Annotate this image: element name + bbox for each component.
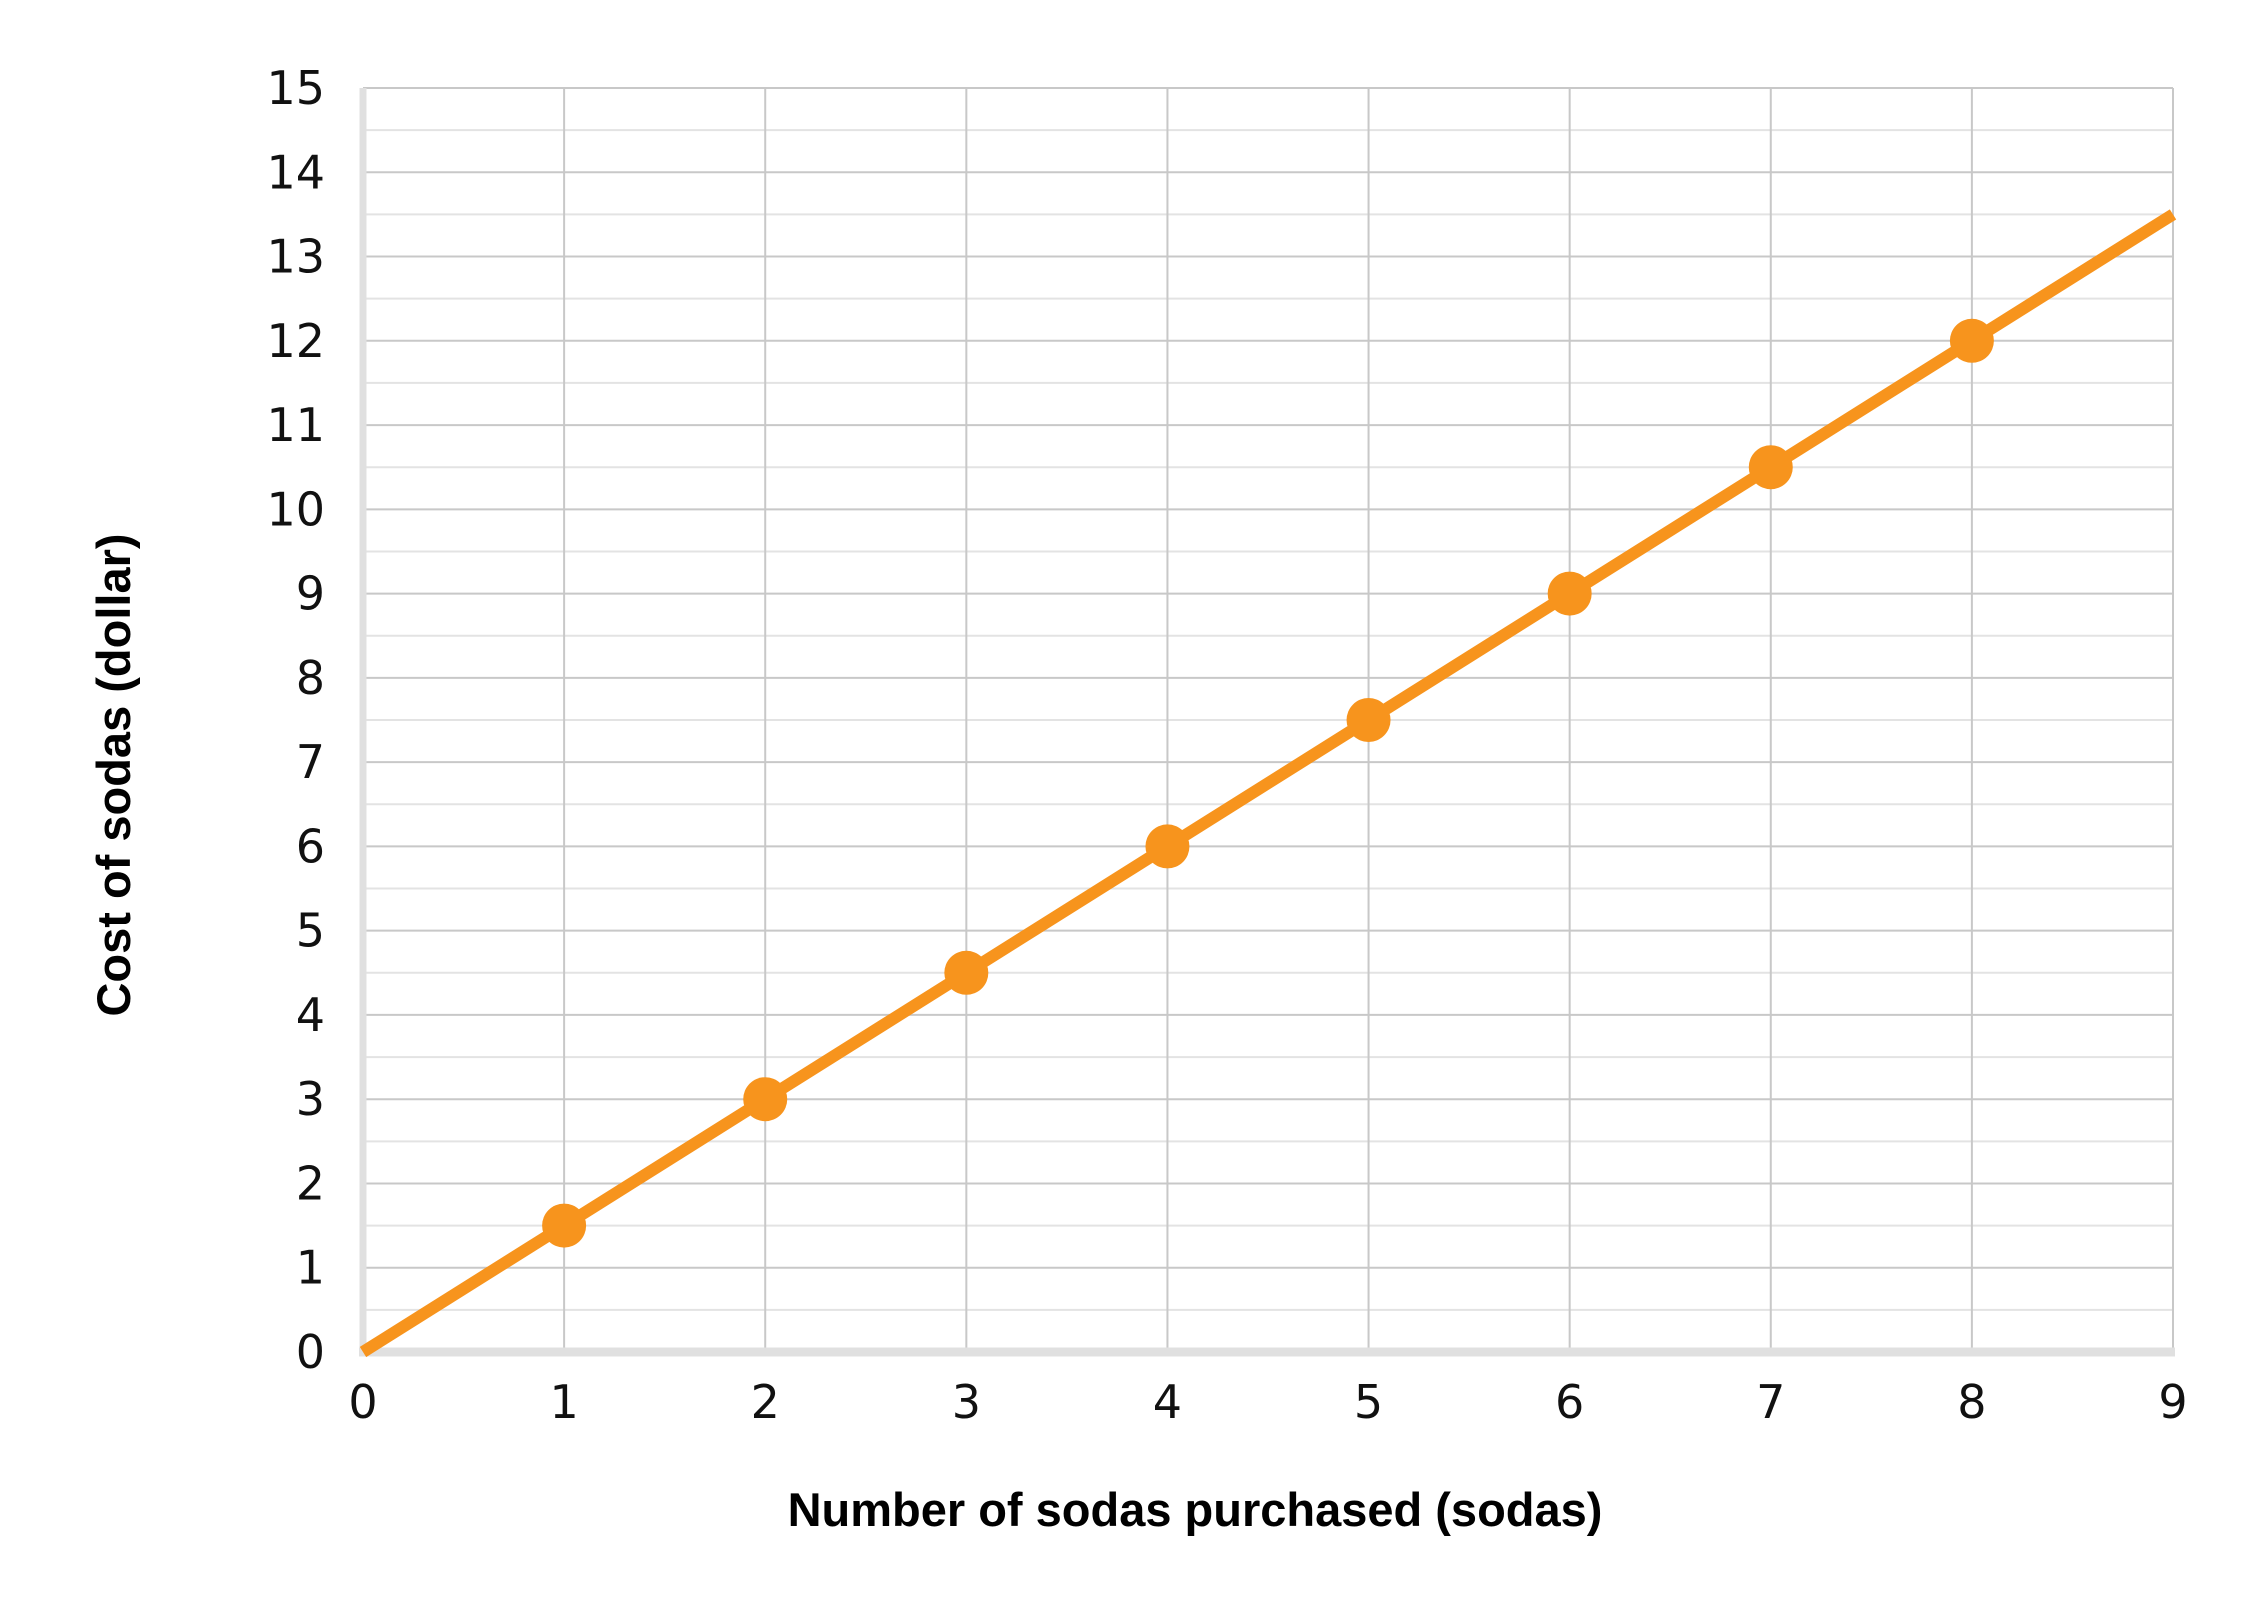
y-tick-label: 7	[296, 735, 325, 789]
y-tick-label: 9	[296, 567, 325, 621]
data-point	[1145, 824, 1190, 869]
x-tick-label: 6	[1555, 1375, 1584, 1429]
y-tick-label: 13	[266, 230, 325, 284]
y-tick-label: 0	[296, 1325, 325, 1379]
data-point	[1547, 571, 1592, 616]
data-point	[944, 950, 989, 995]
y-tick-label: 15	[266, 61, 325, 115]
y-axis-title: Cost of sodas (dollar)	[87, 533, 140, 1016]
y-tick-label: 11	[266, 398, 325, 452]
x-axis-tick-labels: 0 1 2 3 4 5 6 7 8 9	[348, 1375, 2187, 1429]
y-tick-label: 10	[266, 482, 325, 536]
y-tick-label: 4	[296, 988, 325, 1042]
y-tick-label: 2	[296, 1156, 325, 1210]
x-tick-label: 8	[1957, 1375, 1986, 1429]
series-layer	[359, 209, 2177, 1358]
x-tick-label: 0	[348, 1375, 377, 1429]
x-tick-label: 1	[549, 1375, 578, 1429]
data-point	[1748, 445, 1793, 490]
data-point	[1949, 318, 1994, 363]
data-point	[1346, 698, 1391, 742]
axes	[359, 88, 2175, 1357]
y-tick-label: 1	[296, 1241, 325, 1295]
y-tick-label: 8	[296, 651, 325, 705]
data-point	[542, 1203, 587, 1248]
y-tick-label: 14	[266, 145, 325, 199]
major-gridlines	[363, 87, 2174, 1352]
y-tick-label: 3	[296, 1072, 325, 1126]
y-tick-label: 12	[266, 314, 325, 368]
x-tick-label: 5	[1354, 1375, 1383, 1429]
x-tick-label: 9	[2158, 1375, 2187, 1429]
y-tick-label: 5	[296, 904, 325, 958]
series-line	[359, 209, 2177, 1358]
data-point	[743, 1077, 788, 1122]
x-tick-label: 2	[751, 1375, 780, 1429]
x-tick-label: 4	[1153, 1375, 1182, 1429]
minor-gridlines	[363, 129, 2173, 1311]
x-tick-label: 7	[1756, 1375, 1785, 1429]
y-tick-label: 6	[296, 819, 325, 873]
x-tick-label: 3	[952, 1375, 981, 1429]
x-axis-title: Number of sodas purchased (sodas)	[788, 1483, 1603, 1536]
